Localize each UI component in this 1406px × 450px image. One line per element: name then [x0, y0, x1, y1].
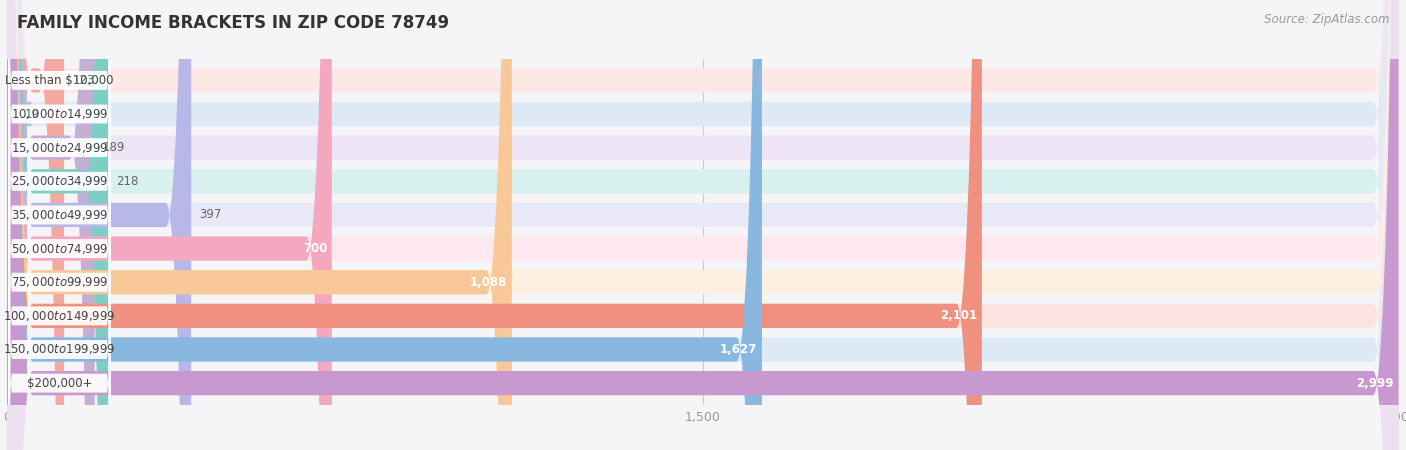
Text: 1,627: 1,627 [720, 343, 758, 356]
Text: $50,000 to $74,999: $50,000 to $74,999 [11, 242, 108, 256]
FancyBboxPatch shape [7, 0, 1399, 450]
FancyBboxPatch shape [7, 0, 1399, 450]
Text: 189: 189 [103, 141, 125, 154]
FancyBboxPatch shape [7, 0, 94, 450]
Text: 700: 700 [302, 242, 328, 255]
Text: 1,088: 1,088 [470, 276, 508, 289]
Text: 218: 218 [117, 175, 139, 188]
Text: $25,000 to $34,999: $25,000 to $34,999 [11, 174, 108, 188]
Text: $75,000 to $99,999: $75,000 to $99,999 [11, 275, 108, 289]
Text: $150,000 to $199,999: $150,000 to $199,999 [3, 342, 115, 356]
FancyBboxPatch shape [7, 0, 762, 450]
Text: 19: 19 [24, 108, 39, 121]
FancyBboxPatch shape [7, 0, 1399, 450]
FancyBboxPatch shape [7, 0, 332, 450]
FancyBboxPatch shape [8, 123, 111, 450]
FancyBboxPatch shape [7, 0, 1399, 450]
Text: $35,000 to $49,999: $35,000 to $49,999 [11, 208, 108, 222]
Text: $200,000+: $200,000+ [27, 377, 93, 390]
FancyBboxPatch shape [7, 0, 512, 450]
Text: 2,101: 2,101 [941, 309, 977, 322]
FancyBboxPatch shape [7, 0, 65, 450]
Text: 2,999: 2,999 [1357, 377, 1393, 390]
FancyBboxPatch shape [7, 0, 1399, 450]
FancyBboxPatch shape [8, 0, 111, 441]
Text: 397: 397 [200, 208, 222, 221]
Text: 123: 123 [73, 74, 94, 87]
FancyBboxPatch shape [7, 0, 108, 450]
FancyBboxPatch shape [8, 22, 111, 450]
FancyBboxPatch shape [8, 0, 111, 450]
FancyBboxPatch shape [7, 0, 1399, 450]
FancyBboxPatch shape [0, 0, 32, 450]
FancyBboxPatch shape [7, 0, 1399, 450]
Text: $15,000 to $24,999: $15,000 to $24,999 [11, 141, 108, 155]
FancyBboxPatch shape [8, 0, 111, 340]
FancyBboxPatch shape [8, 56, 111, 450]
FancyBboxPatch shape [8, 0, 111, 450]
FancyBboxPatch shape [7, 0, 1399, 450]
Text: Source: ZipAtlas.com: Source: ZipAtlas.com [1264, 14, 1389, 27]
Text: FAMILY INCOME BRACKETS IN ZIP CODE 78749: FAMILY INCOME BRACKETS IN ZIP CODE 78749 [17, 14, 449, 32]
FancyBboxPatch shape [8, 90, 111, 450]
FancyBboxPatch shape [7, 0, 191, 450]
FancyBboxPatch shape [8, 0, 111, 407]
FancyBboxPatch shape [8, 0, 111, 374]
Text: $10,000 to $14,999: $10,000 to $14,999 [11, 107, 108, 121]
FancyBboxPatch shape [7, 0, 1399, 450]
Text: $100,000 to $149,999: $100,000 to $149,999 [3, 309, 115, 323]
FancyBboxPatch shape [7, 0, 981, 450]
FancyBboxPatch shape [7, 0, 1399, 450]
FancyBboxPatch shape [7, 0, 1399, 450]
Text: Less than $10,000: Less than $10,000 [6, 74, 114, 87]
